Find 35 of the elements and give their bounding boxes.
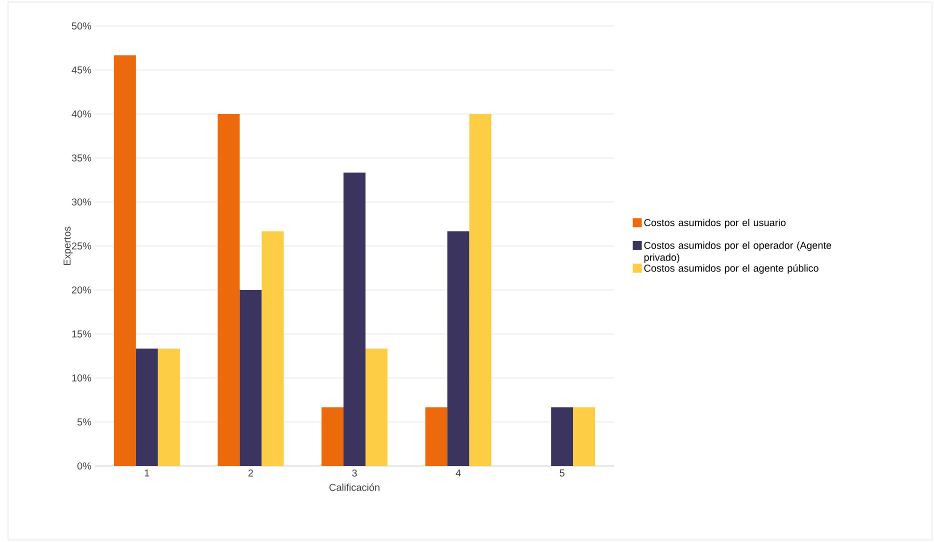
y-tick-label: 15% <box>72 330 92 338</box>
y-tick-label: 10% <box>72 374 92 382</box>
bar <box>344 172 366 466</box>
x-tick-label: 4 <box>456 470 461 476</box>
y-tick-label: 5% <box>77 418 92 426</box>
bar <box>218 114 240 466</box>
y-axis-title: Expertos <box>64 226 73 265</box>
bar <box>469 114 492 466</box>
bar <box>158 348 180 466</box>
x-tick-label: 3 <box>352 470 357 477</box>
bar <box>322 407 344 466</box>
y-tick-label: 25% <box>72 242 92 250</box>
bar <box>240 290 262 466</box>
y-tick-label: 0% <box>77 462 92 470</box>
bar <box>262 231 284 466</box>
legend-label: Costos asumidos por el agente público <box>644 264 818 274</box>
bar <box>425 407 448 466</box>
bar <box>573 407 596 466</box>
x-axis-title: Calificación <box>329 483 380 491</box>
y-tick-label: 35% <box>72 154 92 162</box>
bar <box>366 348 388 466</box>
legend-label: Costos asumidos por el usuario <box>644 218 786 228</box>
bar <box>447 231 470 466</box>
y-tick-label: 20% <box>72 286 92 294</box>
x-tick-label: 1 <box>144 470 150 476</box>
y-tick-label: 40% <box>72 110 92 118</box>
y-tick-label: 30% <box>72 198 92 206</box>
bar <box>114 55 136 466</box>
y-tick-label: 45% <box>72 66 92 74</box>
y-tick-label: 50% <box>72 22 92 30</box>
x-tick-label: 5 <box>560 470 564 476</box>
legend-label: Costos asumidos por el operador (Agente privado) <box>644 242 832 263</box>
bar <box>136 348 158 466</box>
x-tick-label: 2 <box>248 470 253 476</box>
bar <box>551 407 574 466</box>
